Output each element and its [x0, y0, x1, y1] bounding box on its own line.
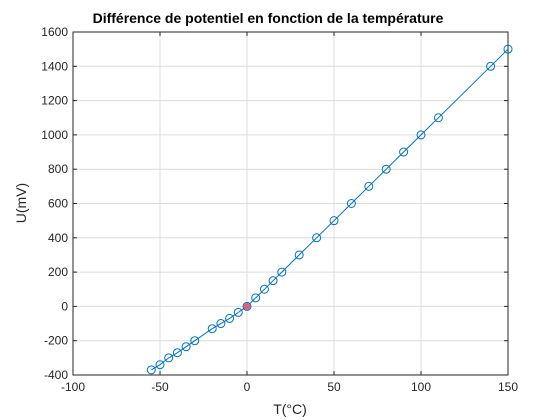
data-point [164, 353, 174, 363]
x-tick-label: 150 [498, 380, 518, 394]
x-tick-label: 50 [327, 380, 341, 394]
data-point [346, 199, 356, 208]
highlight-point [243, 302, 251, 310]
y-tick-label: 600 [48, 197, 68, 211]
data-point [277, 267, 287, 277]
data-point [146, 365, 156, 375]
ticks: -100 -50 0 50 100 150 -400 -200 0 200 400 600 800 100… [41, 25, 518, 394]
data-point [416, 130, 426, 140]
data-point [503, 44, 513, 54]
data-point [207, 324, 217, 334]
data-point [216, 319, 226, 329]
data-point [251, 293, 261, 303]
series-line [151, 48, 509, 371]
y-tick-label: -400 [44, 368, 68, 382]
data-point [233, 307, 243, 317]
y-tick-label: 1400 [41, 59, 68, 73]
y-tick-label: 800 [48, 162, 68, 176]
chart-title: Différence de potentiel en fonction de l… [93, 10, 444, 26]
y-tick-label: 400 [48, 231, 68, 245]
data-point [399, 147, 409, 157]
data-point [381, 164, 391, 174]
x-tick-label: -100 [61, 380, 85, 394]
x-tick-label: 100 [411, 380, 431, 394]
data-point [259, 284, 269, 294]
data-point [242, 301, 252, 311]
y-tick-label: 1200 [41, 94, 68, 108]
y-tick-label: 1000 [41, 128, 68, 142]
data-point [312, 233, 322, 243]
x-axis-label: T(°C) [273, 401, 307, 417]
y-axis-label: U(mV) [13, 183, 29, 223]
grid [72, 31, 509, 376]
series [146, 44, 513, 375]
data-point [172, 348, 182, 358]
y-tick-label: 200 [48, 265, 68, 279]
data-point [268, 276, 278, 286]
data-point [364, 181, 374, 191]
data-point [294, 250, 304, 260]
x-tick-label: 0 [244, 380, 251, 394]
data-point [486, 61, 496, 71]
data-point [225, 313, 235, 323]
data-point [155, 360, 165, 370]
y-tick-label: 1600 [41, 25, 68, 39]
data-point [190, 336, 200, 346]
data-point [433, 113, 443, 123]
data-point [181, 342, 191, 352]
y-tick-label: -200 [44, 334, 68, 348]
data-point [329, 216, 339, 226]
y-tick-label: 0 [61, 299, 68, 313]
x-tick-label: -50 [151, 380, 169, 394]
